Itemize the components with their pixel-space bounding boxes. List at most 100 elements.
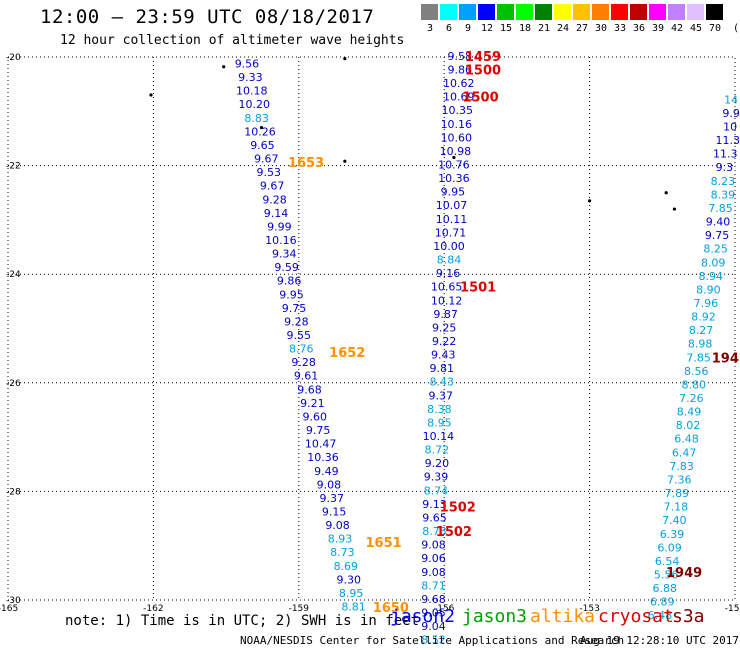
lat-tick-label: -30 [6,596,21,606]
swh-value: 8.27 [689,324,714,337]
swh-value: 6.88 [652,582,677,595]
swh-value: 9.08 [317,478,342,491]
satellite-jason2: jason2 [390,606,456,627]
swh-value: 7.40 [662,514,687,527]
swh-value: 9.86 [277,275,302,288]
swh-value: 5.56 [654,568,679,581]
swh-value: 6.48 [674,433,699,446]
scale-swatch-39 [649,4,666,20]
swh-value: 9.59 [274,261,299,274]
pass-time-label: 1651 [366,536,402,551]
swh-value: 7.85 [708,202,733,215]
swh-value: 6.54 [655,555,680,568]
swh-value: 9.04 [421,620,446,633]
swh-value: 8.74 [424,484,449,497]
island-dot [259,125,264,130]
swh-value: 8.76 [289,343,314,356]
scale-swatch-27 [573,4,590,20]
swh-value: 9.75 [705,229,730,242]
scale-swatch-18 [516,4,533,20]
swh-value: 10.20 [238,98,270,111]
swh-value: 10.60 [441,131,473,144]
swh-value: 8.52 [421,634,446,647]
swh-value: 7.83 [669,460,694,473]
island-dot [343,159,347,163]
scale-swatch-12 [478,4,495,20]
swh-value: 10.16 [265,234,297,247]
swh-value: 8.25 [703,243,728,256]
swh-value: 9.05 [421,606,446,619]
swh-value: 9.67 [254,153,279,166]
swh-value: 9.37 [320,492,345,505]
pass-time-label: 1500 [462,91,498,106]
pass-time-label: 194 [712,351,739,366]
pass-time-label: 1502 [440,501,476,516]
scale-label-12: 12 [480,23,494,34]
swh-value: 9.75 [282,302,307,315]
scale-label-18: 18 [518,23,532,34]
scale-label-21: 21 [537,23,551,34]
swh-value: 10.65 [431,281,463,294]
scale-swatch-45 [687,4,704,20]
swh-value: 8.84 [437,254,462,267]
swh-value: 9.3 [716,161,734,174]
swh-value: 9.08 [421,539,446,552]
swh-value: 10.69 [443,91,475,104]
swh-value: 9.39 [424,471,449,484]
pass-time-label: 1949 [666,566,702,581]
swh-value: 8.80 [682,378,707,391]
swh-value: 9.95 [279,288,304,301]
swh-value: 7.85 [686,351,711,364]
swh-value: 9.87 [433,308,458,321]
swh-value: 8.92 [691,311,716,324]
swh-value: 9.65 [250,139,275,152]
swh-value: 6.47 [672,446,697,459]
swh-value: 8.49 [677,406,702,419]
swh-value: 9.25 [432,321,457,334]
scale-swatch-42 [668,4,685,20]
scale-swatch-33 [611,4,628,20]
swh-value: 10.16 [441,118,473,131]
swh-value: 7.18 [664,501,689,514]
swh-value: 8.09 [701,256,726,269]
swh-value: 8.43 [430,376,455,389]
pass-time-label: 1459 [465,50,501,65]
swh-value: 8.73 [330,546,355,559]
swh-value: 10.98 [440,145,472,158]
swh-value: 7.36 [667,473,692,486]
lat-tick-label: -24 [6,270,21,280]
pass-time-label: 1652 [329,346,365,361]
pass-time-label: 1653 [288,156,324,171]
swh-value: 10.35 [442,104,474,117]
swh-value: 10.36 [438,172,470,185]
swh-value: 9.43 [431,349,456,362]
swh-value: 9.21 [300,397,325,410]
swh-value: 9.08 [325,519,350,532]
swh-value: 9.22 [432,335,457,348]
swh-value: 10.00 [433,240,465,253]
island-dot [672,207,677,211]
swh-value: 10.11 [436,213,468,226]
footer-credit: NOAA/NESDIS Center for Satellite Applica… [240,634,625,647]
swh-value: 9.08 [421,566,446,579]
island-dot [222,65,226,69]
swh-value: 9.33 [238,71,263,84]
scale-label-15: 15 [499,23,513,34]
satellite-s3a: s3a [672,606,705,627]
scale-label-27: 27 [575,23,589,34]
swh-value: 10.62 [443,77,475,90]
satellite-cryosat: cryosat [598,606,674,627]
swh-value: 6.48 [648,609,673,622]
swh-value: 10.12 [431,294,463,307]
swh-value: 9.68 [297,383,322,396]
swh-value: 10.47 [305,438,337,451]
scale-swatch-3 [421,4,438,20]
scale-swatch-24 [554,4,571,20]
pass-time-label: 1500 [465,63,501,78]
swh-value: 9.65 [422,511,447,524]
swh-value: 10.18 [236,85,268,98]
swh-value: 8.72 [425,444,450,457]
swh-value: 9.9 [722,107,740,120]
lat-tick-label: -26 [6,379,21,389]
scale-label-24: 24 [556,23,570,34]
